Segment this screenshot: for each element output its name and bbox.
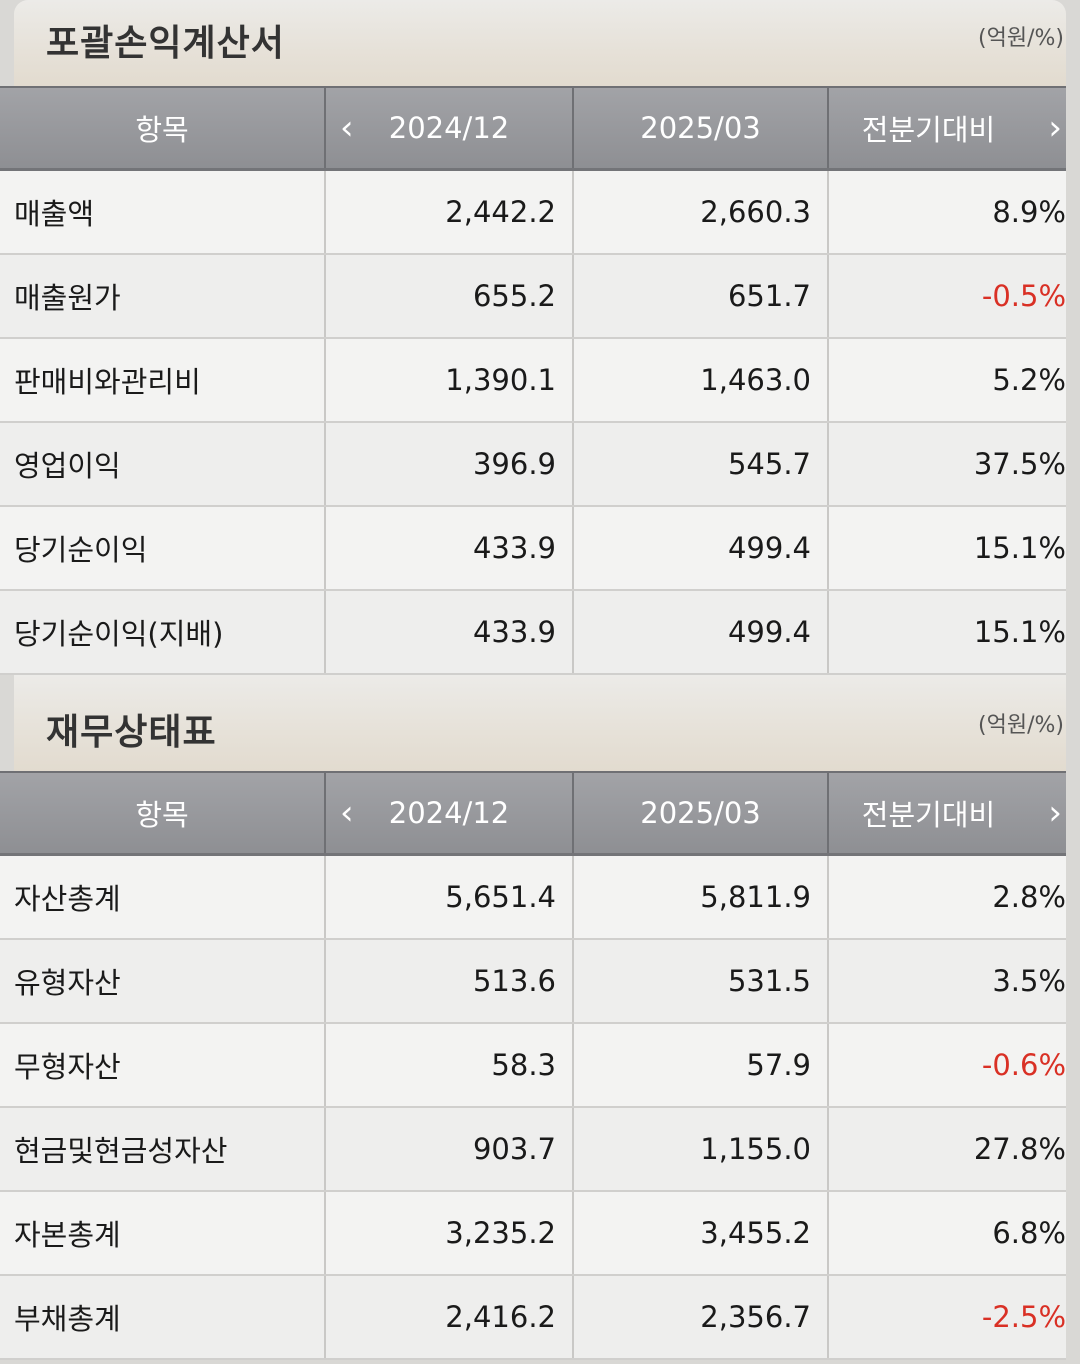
balance-sheet-header: 재무상태표 (억원/%) bbox=[14, 675, 1066, 771]
table-row: 무형자산 58.3 57.9 -0.6% bbox=[0, 1023, 1066, 1108]
table-row: 자본총계 3,235.2 3,455.2 6.8% bbox=[0, 1191, 1066, 1276]
column-header-qoq: 전분기대비 › bbox=[828, 771, 1066, 856]
column-header-qoq: 전분기대비 › bbox=[828, 86, 1066, 171]
value-2024-12: 513.6 bbox=[325, 939, 574, 1024]
table-row: 당기순이익(지배) 433.9 499.4 15.1% bbox=[0, 590, 1066, 675]
change-qoq: 3.5% bbox=[828, 939, 1066, 1024]
column-header-item: 항목 bbox=[0, 86, 326, 171]
chevron-left-icon[interactable]: ‹ bbox=[340, 793, 354, 833]
change-qoq: -0.5% bbox=[828, 254, 1066, 339]
table-header-row: 항목 ‹ 2024/12 2025/03 전분기대비 › bbox=[0, 86, 1066, 171]
value-2025-03: 531.5 bbox=[573, 939, 829, 1024]
row-label: 현금및현금성자산 bbox=[0, 1107, 326, 1192]
value-2024-12: 3,235.2 bbox=[325, 1191, 574, 1276]
value-2025-03: 3,455.2 bbox=[573, 1191, 829, 1276]
chevron-right-icon[interactable]: › bbox=[1048, 793, 1062, 833]
row-label: 매출원가 bbox=[0, 254, 326, 339]
value-2024-12: 5,651.4 bbox=[325, 854, 574, 940]
row-label: 부채총계 bbox=[0, 1275, 326, 1360]
value-2024-12: 655.2 bbox=[325, 254, 574, 339]
value-2025-03: 1,463.0 bbox=[573, 338, 829, 423]
value-2024-12: 2,442.2 bbox=[325, 169, 574, 255]
income-statement-title: 포괄손익계산서 bbox=[46, 23, 285, 64]
table-row: 유형자산 513.6 531.5 3.5% bbox=[0, 939, 1066, 1024]
change-qoq: 27.8% bbox=[828, 1107, 1066, 1192]
value-2024-12: 433.9 bbox=[325, 590, 574, 675]
row-label: 당기순이익(지배) bbox=[0, 590, 326, 675]
change-qoq: 5.2% bbox=[828, 338, 1066, 423]
value-2025-03: 2,356.7 bbox=[573, 1275, 829, 1360]
table-row: 자산총계 5,651.4 5,811.9 2.8% bbox=[0, 854, 1066, 940]
column-header-2024-12: ‹ 2024/12 bbox=[325, 86, 574, 171]
value-2024-12: 433.9 bbox=[325, 506, 574, 591]
column-header-item: 항목 bbox=[0, 771, 326, 856]
column-header-2025-03: 2025/03 bbox=[573, 771, 829, 856]
value-2024-12: 396.9 bbox=[325, 422, 574, 507]
value-2025-03: 57.9 bbox=[573, 1023, 829, 1108]
column-header-2025-03: 2025/03 bbox=[573, 86, 829, 171]
row-label: 자산총계 bbox=[0, 854, 326, 940]
row-label: 자본총계 bbox=[0, 1191, 326, 1276]
change-qoq: 2.8% bbox=[828, 854, 1066, 940]
chevron-left-icon[interactable]: ‹ bbox=[340, 108, 354, 148]
value-2025-03: 651.7 bbox=[573, 254, 829, 339]
income-statement-header: 포괄손익계산서 (억원/%) bbox=[14, 0, 1066, 86]
row-label: 영업이익 bbox=[0, 422, 326, 507]
change-qoq: -0.6% bbox=[828, 1023, 1066, 1108]
table-row: 영업이익 396.9 545.7 37.5% bbox=[0, 422, 1066, 507]
row-label: 유형자산 bbox=[0, 939, 326, 1024]
value-2025-03: 545.7 bbox=[573, 422, 829, 507]
row-label: 무형자산 bbox=[0, 1023, 326, 1108]
value-2024-12: 1,390.1 bbox=[325, 338, 574, 423]
value-2025-03: 1,155.0 bbox=[573, 1107, 829, 1192]
row-label: 판매비와관리비 bbox=[0, 338, 326, 423]
change-qoq: 15.1% bbox=[828, 506, 1066, 591]
value-2025-03: 499.4 bbox=[573, 590, 829, 675]
value-2025-03: 2,660.3 bbox=[573, 169, 829, 255]
column-header-2024-12: ‹ 2024/12 bbox=[325, 771, 574, 856]
change-qoq: 37.5% bbox=[828, 422, 1066, 507]
table-row: 현금및현금성자산 903.7 1,155.0 27.8% bbox=[0, 1107, 1066, 1192]
row-label: 매출액 bbox=[0, 169, 326, 255]
change-qoq: 8.9% bbox=[828, 169, 1066, 255]
change-qoq: -2.5% bbox=[828, 1275, 1066, 1360]
value-2024-12: 2,416.2 bbox=[325, 1275, 574, 1360]
value-2024-12: 903.7 bbox=[325, 1107, 574, 1192]
income-statement-body: 매출액 2,442.2 2,660.3 8.9% 매출원가 655.2 651.7 -0.5%… bbox=[0, 169, 1066, 675]
chevron-right-icon[interactable]: › bbox=[1048, 108, 1062, 148]
balance-unit-label: (억원/%) bbox=[978, 713, 1064, 738]
change-qoq: 6.8% bbox=[828, 1191, 1066, 1276]
income-statement-table: 항목 ‹ 2024/12 2025/03 전분기대비 › 매출액 2,442.2 2… bbox=[0, 86, 1066, 675]
balance-sheet-table: 항목 ‹ 2024/12 2025/03 전분기대비 › 자산총계 5,651.4… bbox=[0, 771, 1066, 1360]
table-row: 판매비와관리비 1,390.1 1,463.0 5.2% bbox=[0, 338, 1066, 423]
table-row: 부채총계 2,416.2 2,356.7 -2.5% bbox=[0, 1275, 1066, 1360]
table-row: 매출원가 655.2 651.7 -0.5% bbox=[0, 254, 1066, 339]
table-row: 당기순이익 433.9 499.4 15.1% bbox=[0, 506, 1066, 591]
value-2024-12: 58.3 bbox=[325, 1023, 574, 1108]
change-qoq: 15.1% bbox=[828, 590, 1066, 675]
row-label: 당기순이익 bbox=[0, 506, 326, 591]
table-row: 매출액 2,442.2 2,660.3 8.9% bbox=[0, 169, 1066, 255]
value-2025-03: 5,811.9 bbox=[573, 854, 829, 940]
value-2025-03: 499.4 bbox=[573, 506, 829, 591]
table-header-row: 항목 ‹ 2024/12 2025/03 전분기대비 › bbox=[0, 771, 1066, 856]
income-unit-label: (억원/%) bbox=[978, 26, 1064, 51]
balance-sheet-title: 재무상태표 bbox=[46, 712, 217, 753]
balance-sheet-body: 자산총계 5,651.4 5,811.9 2.8% 유형자산 513.6 531.5 3.5%… bbox=[0, 854, 1066, 1360]
